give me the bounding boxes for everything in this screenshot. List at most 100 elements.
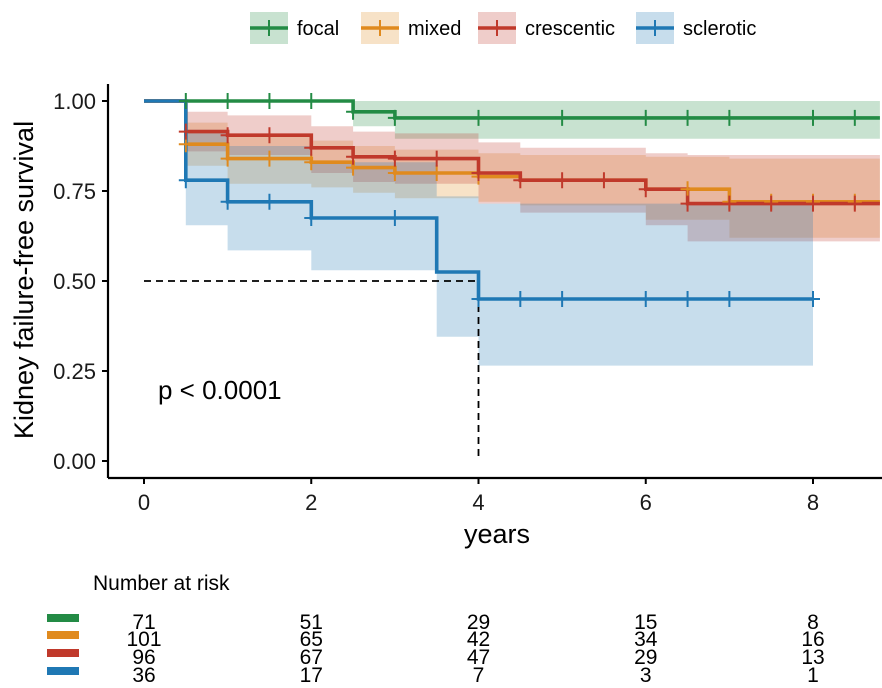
censor-mark-mixed	[680, 181, 695, 198]
risk-count-focal: 15	[634, 611, 657, 634]
censor-mark-mixed	[304, 154, 319, 171]
risk-count-focal: 71	[132, 611, 155, 634]
censor-mark-focal	[722, 109, 737, 126]
ci-band-focal	[144, 101, 880, 139]
risk-count-mixed: 16	[801, 628, 824, 651]
censor-mark-sclerotic	[806, 291, 820, 307]
censor-mark-focal	[262, 93, 277, 109]
risk-count-crescentic: 47	[467, 646, 490, 669]
censor-mark-focal	[387, 109, 402, 126]
risk-table: 71 51 29 15 8 101 65 42 34 16 96 67 47 29 13 36 17 7 3 1	[47, 611, 825, 687]
censor-mark-focal	[471, 109, 486, 126]
censor-mark-crescentic	[513, 172, 528, 189]
risk-table-title: Number at risk	[93, 572, 230, 595]
censor-mark-sclerotic	[638, 291, 653, 307]
censor-mark-crescentic	[847, 195, 862, 212]
y-axis-title: Kidney failure-free survival	[9, 121, 39, 439]
censor-mark-sclerotic	[722, 291, 737, 307]
survival-curve-sclerotic	[144, 99, 813, 301]
censor-mark-sclerotic	[304, 210, 319, 226]
censor-marks	[178, 93, 862, 307]
censor-mark-crescentic	[555, 172, 570, 189]
y-tick-label: 1.00	[53, 89, 96, 114]
censor-mark-sclerotic	[178, 172, 193, 189]
censor-mark-focal	[220, 93, 235, 109]
legend-label-mixed: mixed	[408, 18, 461, 40]
p-value-annotation: p < 0.0001	[158, 375, 282, 405]
censor-mark-crescentic	[262, 127, 277, 144]
censor-mark-mixed	[387, 165, 402, 181]
risk-count-sclerotic: 1	[807, 664, 819, 687]
censor-mark-mixed	[262, 150, 277, 167]
confidence-bands	[144, 101, 880, 366]
risk-count-sclerotic: 3	[640, 664, 652, 687]
censor-mark-sclerotic	[680, 291, 695, 307]
censor-mark-mixed	[429, 165, 444, 181]
risk-count-crescentic: 67	[300, 646, 323, 669]
censor-mark-crescentic	[346, 148, 361, 165]
censor-mark-focal	[806, 109, 820, 126]
y-tick-label: 0.25	[53, 359, 96, 384]
x-tick-label: 8	[807, 490, 819, 515]
censor-mark-sclerotic	[555, 291, 570, 307]
censor-mark-sclerotic	[262, 193, 277, 210]
risk-count-sclerotic: 36	[132, 664, 155, 687]
legend-label-sclerotic: sclerotic	[683, 18, 756, 40]
y-tick-label: 0.00	[53, 449, 96, 474]
legend-label-focal: focal	[297, 18, 339, 40]
censor-mark-mixed	[220, 150, 235, 167]
censor-mark-focal	[680, 109, 695, 126]
x-axis-title: years	[464, 519, 530, 549]
x-tick-label: 2	[305, 490, 317, 515]
plot-area: 0.00 0.25 0.50 0.75 1.00 0 2 4 6 8	[53, 84, 882, 515]
median-reference-lines	[144, 280, 480, 461]
risk-count-mixed: 34	[634, 628, 658, 651]
risk-count-focal: 51	[300, 611, 323, 634]
censor-mark-sclerotic	[220, 193, 235, 210]
censor-mark-crescentic	[304, 139, 319, 156]
censor-mark-crescentic	[429, 150, 444, 167]
risk-swatch-crescentic	[47, 649, 79, 657]
censor-mark-focal	[638, 109, 653, 126]
risk-count-crescentic: 96	[132, 646, 155, 669]
censor-mark-crescentic	[596, 172, 611, 189]
censor-mark-crescentic	[722, 195, 737, 212]
censor-mark-focal	[304, 93, 319, 109]
risk-count-focal: 29	[467, 611, 490, 634]
legend-label-crescentic: crescentic	[525, 18, 615, 40]
x-tick-label: 0	[138, 490, 150, 515]
censor-mark-crescentic	[471, 165, 486, 181]
legend: focal mixed crescentic sclerotic	[250, 12, 756, 44]
censor-mark-focal	[555, 109, 570, 126]
y-tick-label: 0.75	[53, 179, 96, 204]
x-tick-label: 4	[472, 490, 484, 515]
censor-mark-focal	[847, 109, 862, 126]
censor-mark-crescentic	[638, 181, 653, 198]
risk-count-crescentic: 13	[801, 646, 824, 669]
censor-mark-crescentic	[178, 123, 193, 140]
risk-swatch-focal	[47, 614, 79, 622]
risk-count-mixed: 42	[467, 628, 490, 651]
censor-mark-crescentic	[220, 127, 235, 144]
risk-count-sclerotic: 17	[300, 664, 323, 687]
risk-swatch-mixed	[47, 631, 79, 639]
risk-count-sclerotic: 7	[473, 664, 485, 687]
risk-count-crescentic: 29	[634, 646, 657, 669]
censor-mark-focal	[178, 93, 193, 109]
censor-mark-crescentic	[764, 195, 779, 212]
risk-count-mixed: 65	[300, 628, 323, 651]
censor-mark-crescentic	[806, 195, 820, 212]
risk-count-mixed: 101	[126, 628, 161, 651]
risk-swatch-sclerotic	[47, 667, 79, 675]
censor-mark-focal	[346, 103, 361, 120]
censor-mark-sclerotic	[471, 291, 486, 307]
censor-mark-crescentic	[387, 150, 402, 167]
censor-mark-sclerotic	[387, 210, 402, 226]
risk-count-focal: 8	[807, 611, 819, 634]
censor-mark-sclerotic	[513, 291, 528, 307]
y-tick-label: 0.50	[53, 269, 96, 294]
axes: 0.00 0.25 0.50 0.75 1.00 0 2 4 6 8	[53, 84, 882, 515]
x-tick-label: 6	[640, 490, 652, 515]
censor-mark-crescentic	[680, 195, 695, 212]
